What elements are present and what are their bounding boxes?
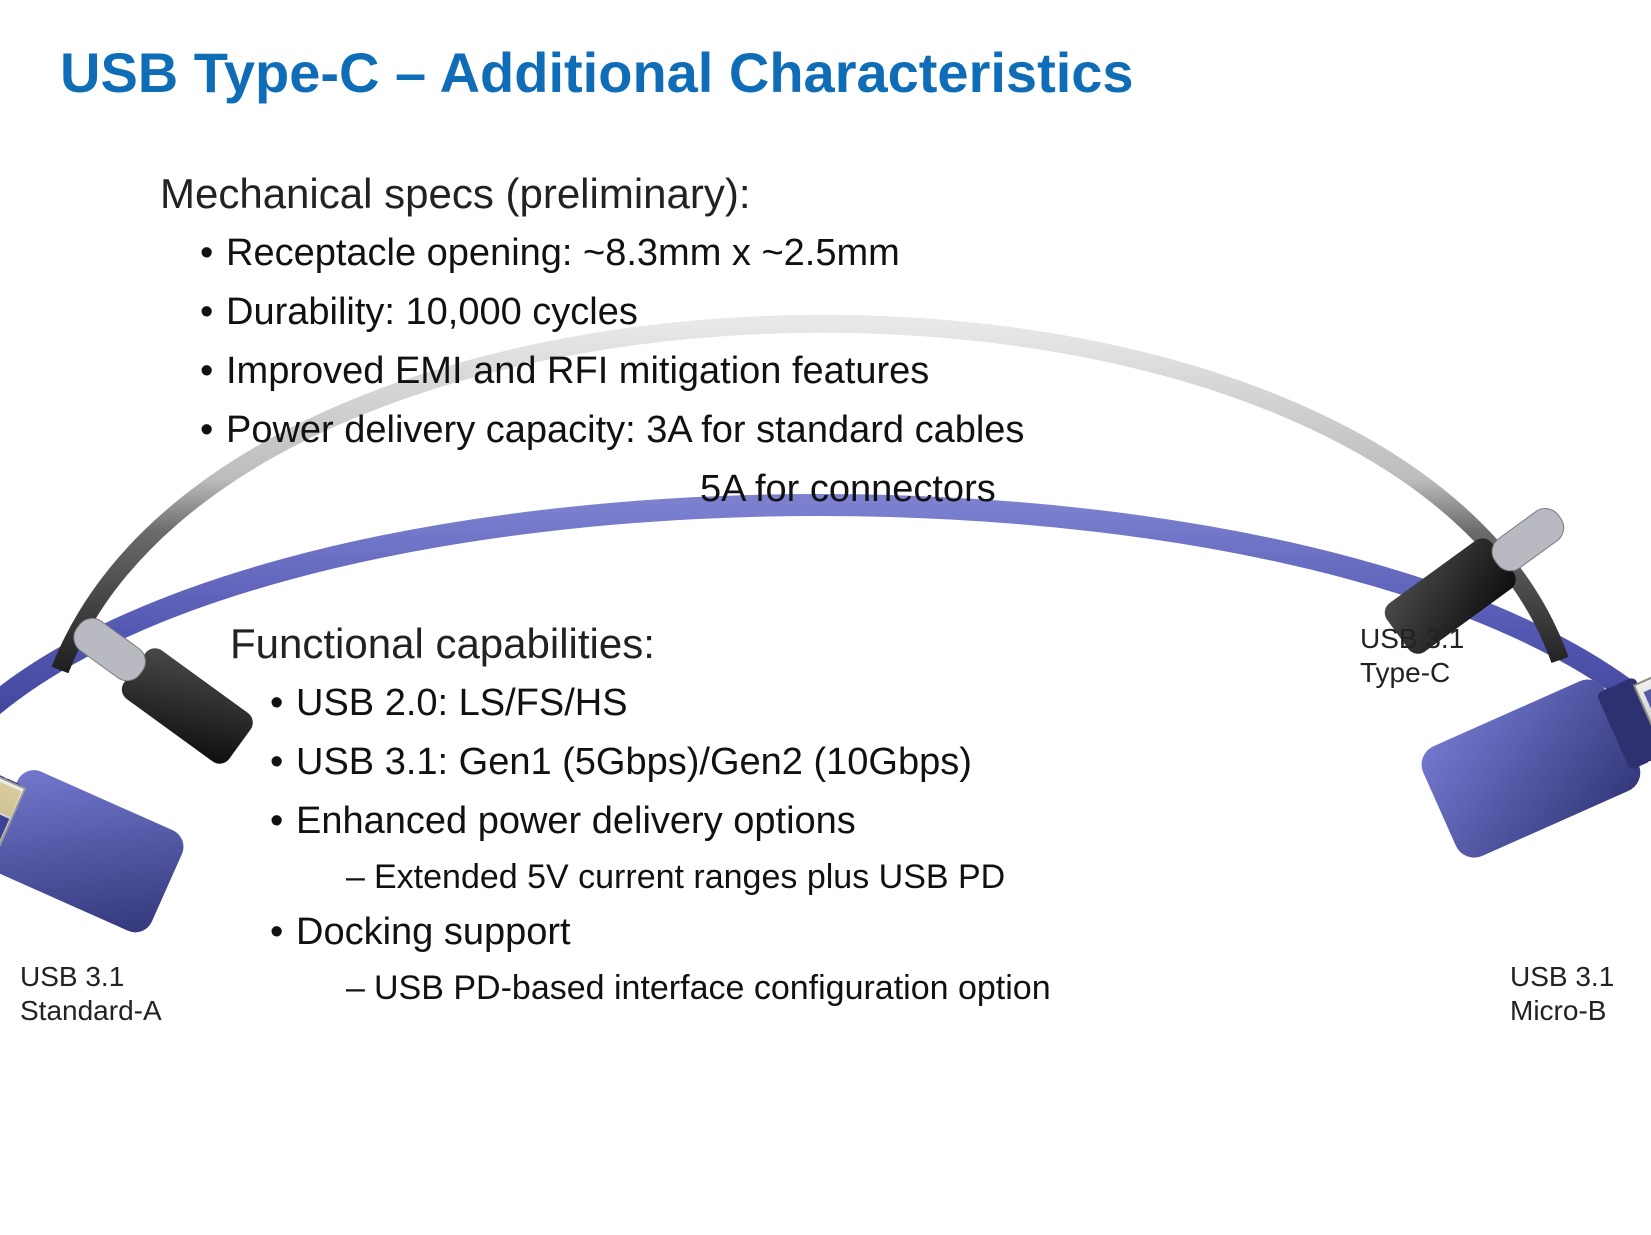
func-item: USB 3.1: Gen1 (5Gbps)/Gen2 (10Gbps) <box>270 733 1330 792</box>
mechanical-list: Receptacle opening: ~8.3mm x ~2.5mm Dura… <box>160 224 1460 518</box>
label-micro-b: USB 3.1 Micro-B <box>1510 960 1614 1027</box>
label-type-c: USB 3.1 Type-C <box>1360 622 1464 689</box>
func-item: Enhanced power delivery options Extended… <box>270 792 1330 904</box>
mech-item-line2: 5A for connectors <box>700 460 1460 519</box>
mech-item: Improved EMI and RFI mitigation features <box>200 342 1460 401</box>
func-item: Docking support USB PD-based interface c… <box>270 903 1330 1015</box>
usb-standard-a-connector <box>0 707 189 938</box>
functional-heading: Functional capabilities: <box>230 620 1330 668</box>
mech-item: Power delivery capacity: 3A for standard… <box>200 401 1460 519</box>
slide-title: USB Type-C – Additional Characteristics <box>60 40 1134 105</box>
mech-item: Receptacle opening: ~8.3mm x ~2.5mm <box>200 224 1460 283</box>
func-item: USB 2.0: LS/FS/HS <box>270 674 1330 733</box>
functional-list: USB 2.0: LS/FS/HS USB 3.1: Gen1 (5Gbps)/… <box>230 674 1330 1015</box>
mechanical-specs-block: Mechanical specs (preliminary): Receptac… <box>160 170 1460 518</box>
label-standard-a: USB 3.1 Standard-A <box>20 960 162 1027</box>
func-subitem: Extended 5V current ranges plus USB PD <box>346 851 1330 904</box>
mechanical-heading: Mechanical specs (preliminary): <box>160 170 1460 218</box>
func-subitem: USB PD-based interface configuration opt… <box>346 962 1330 1015</box>
mech-item: Durability: 10,000 cycles <box>200 283 1460 342</box>
usb-type-c-connector-left <box>60 602 257 768</box>
functional-block: Functional capabilities: USB 2.0: LS/FS/… <box>230 620 1330 1015</box>
